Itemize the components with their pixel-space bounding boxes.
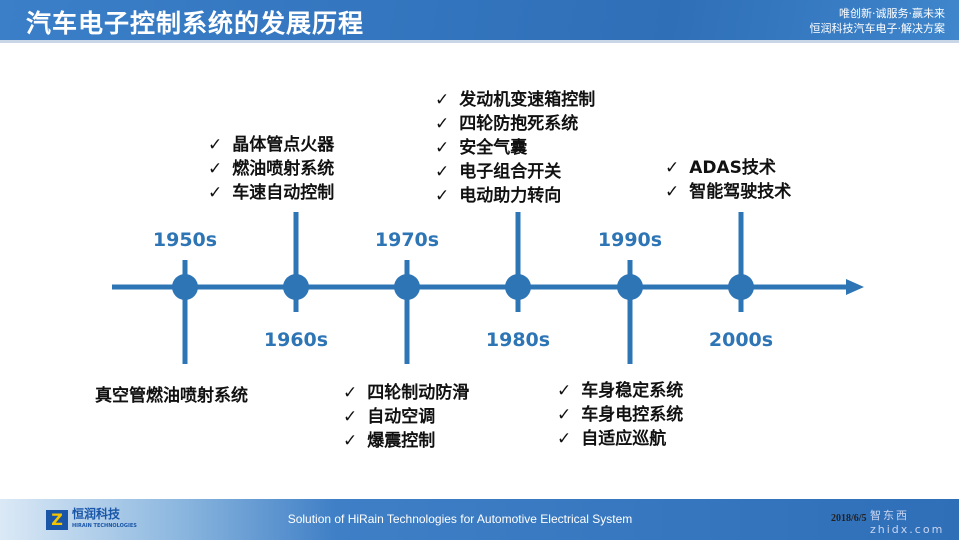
- milestone-item: ADAS技术: [665, 156, 791, 180]
- milestone-item: 四轮制动防滑: [343, 381, 469, 405]
- decade-label: 1960s: [263, 329, 329, 351]
- decade-label: 1950s: [152, 229, 218, 251]
- logo-subtext: HIRAIN TECHNOLOGIES: [72, 523, 137, 529]
- milestone-item: 车身稳定系统: [557, 379, 683, 403]
- decade-label: 1980s: [485, 329, 551, 351]
- timeline-node: [172, 274, 198, 300]
- milestone-item: 智能驾驶技术: [665, 180, 791, 204]
- footer: Z 恒润科技 HIRAIN TECHNOLOGIES Solution of Hi…: [0, 499, 959, 540]
- milestone-list: 发动机变速箱控制四轮防抱死系统安全气囊电子组合开关电动助力转向: [435, 88, 595, 208]
- milestone-item: 燃油喷射系统: [208, 157, 334, 181]
- slogan: 唯创新·诚服务·赢未来: [839, 7, 945, 20]
- timeline-node: [617, 274, 643, 300]
- decade-label: 1970s: [374, 229, 440, 251]
- milestone-list: 晶体管点火器燃油喷射系统车速自动控制: [208, 133, 334, 205]
- milestone-item: 电动助力转向: [435, 184, 595, 208]
- timeline-node: [394, 274, 420, 300]
- milestone-item: 车身电控系统: [557, 403, 683, 427]
- milestone-item: 安全气囊: [435, 136, 595, 160]
- timeline-node: [505, 274, 531, 300]
- company-logo: Z 恒润科技 HIRAIN TECHNOLOGIES: [46, 508, 137, 532]
- slogan-sub: 恒润科技汽车电子·解决方案: [809, 22, 946, 35]
- header: 汽车电子控制系统的发展历程 唯创新·诚服务·赢未来 恒润科技汽车电子·解决方案: [0, 0, 959, 43]
- decade-label: 1990s: [597, 229, 663, 251]
- milestone-list: 四轮制动防滑自动空调爆震控制: [343, 381, 469, 453]
- milestone-item: 发动机变速箱控制: [435, 88, 595, 112]
- watermark: 智东西 zhidx.com: [870, 509, 945, 536]
- milestone-item: 真空管燃油喷射系统: [95, 386, 248, 406]
- milestone-item: 爆震控制: [343, 429, 469, 453]
- milestone-item: 自适应巡航: [557, 427, 683, 451]
- milestone-list: ADAS技术智能驾驶技术: [665, 156, 791, 204]
- milestone-item: 电子组合开关: [435, 160, 595, 184]
- page-title: 汽车电子控制系统的发展历程: [26, 9, 365, 38]
- footer-text: Solution of HiRain Technologies for Auto…: [287, 512, 633, 526]
- timeline-node: [728, 274, 754, 300]
- milestone-item: 晶体管点火器: [208, 133, 334, 157]
- logo-text: 恒润科技: [72, 507, 121, 521]
- logo-icon: Z: [46, 510, 68, 530]
- milestone-list: 真空管燃油喷射系统: [95, 384, 248, 408]
- milestone-item: 四轮防抱死系统: [435, 112, 595, 136]
- decade-label: 2000s: [708, 329, 774, 351]
- milestone-item: 自动空调: [343, 405, 469, 429]
- arrow-head-icon: [846, 279, 864, 295]
- timeline-node: [283, 274, 309, 300]
- milestone-item: 车速自动控制: [208, 181, 334, 205]
- milestone-list: 车身稳定系统车身电控系统自适应巡航: [557, 379, 683, 451]
- date: 2018/6/5: [831, 513, 867, 524]
